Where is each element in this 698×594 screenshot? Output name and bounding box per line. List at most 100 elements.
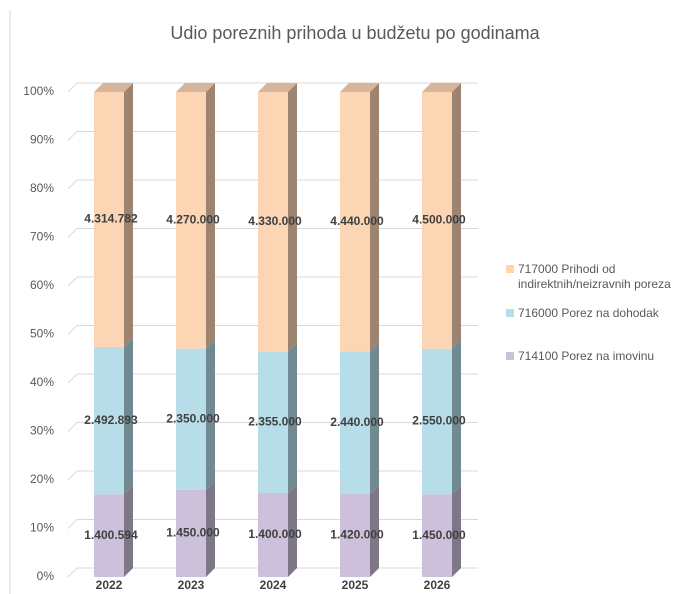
bar-segment <box>94 337 133 495</box>
bar-side <box>288 484 297 577</box>
bar-segment <box>176 83 215 349</box>
bar-front <box>258 92 288 352</box>
grid-line-depth <box>67 179 78 190</box>
bar-top <box>94 83 133 92</box>
bar-segment <box>176 339 215 490</box>
bar-top <box>176 83 215 92</box>
bar-segment <box>94 83 133 347</box>
data-label: 4.314.782 <box>84 212 138 226</box>
grid-line-depth <box>67 82 78 93</box>
data-label: 1.400.594 <box>84 528 138 542</box>
y-tick-label: 90% <box>30 133 54 147</box>
data-label: 1.420.000 <box>330 528 384 542</box>
x-tick-label: 2023 <box>178 578 205 592</box>
x-tick-label: 2022 <box>96 578 123 592</box>
legend-swatch <box>506 352 514 360</box>
y-tick-label: 70% <box>30 230 54 244</box>
bar-front <box>94 494 124 577</box>
y-tick-label: 40% <box>30 375 54 389</box>
data-label: 2.350.000 <box>166 411 220 425</box>
bar-side <box>124 83 133 347</box>
bar-side <box>124 337 133 495</box>
bar-front <box>422 348 452 495</box>
data-label: 4.270.000 <box>166 212 220 226</box>
data-label: 1.450.000 <box>166 526 220 540</box>
bar-front <box>94 92 124 347</box>
grid-line-depth <box>67 131 78 141</box>
data-label: 2.550.000 <box>412 414 466 428</box>
x-tick-label: 2025 <box>342 578 369 592</box>
data-label: 1.450.000 <box>412 528 466 542</box>
bar-top <box>258 83 297 92</box>
bar-front <box>94 346 124 495</box>
bar-top <box>422 83 461 92</box>
grid-line-depth <box>67 228 78 238</box>
y-tick-label: 50% <box>30 327 54 341</box>
bar-front <box>176 489 206 577</box>
bar-segment <box>94 485 133 577</box>
bar-front <box>258 351 288 494</box>
bar-side <box>370 342 379 495</box>
grid-line-depth <box>67 422 78 432</box>
y-tick-label: 100% <box>23 84 54 98</box>
bar-segment <box>422 83 461 349</box>
bar-segment <box>176 480 215 577</box>
bar-front <box>258 493 288 577</box>
bar-side <box>288 83 297 352</box>
bar-segment <box>340 83 379 352</box>
y-tick-label: 80% <box>30 181 54 195</box>
grid-line-depth <box>67 325 78 335</box>
chart-title: Udio poreznih prihoda u budžetu po godin… <box>170 23 540 43</box>
bar-front <box>422 92 452 349</box>
grid-line-depth <box>67 470 78 481</box>
bar-segment <box>258 83 297 352</box>
grid-line-depth <box>67 519 78 529</box>
legend-label: 717000 Prihodi od indirektnih/neizravnih… <box>518 262 671 291</box>
x-tick-label: 2024 <box>260 578 287 592</box>
y-tick-label: 20% <box>30 472 54 486</box>
y-tick-label: 60% <box>30 278 54 292</box>
bar-side <box>452 339 461 495</box>
legend-entry: 717000 Prihodi od indirektnih/neizravnih… <box>506 262 696 292</box>
bar-front <box>340 92 370 352</box>
bar-side <box>452 83 461 349</box>
data-label: 1.400.000 <box>248 527 302 541</box>
bar-side <box>206 339 215 490</box>
bar-segment <box>258 484 297 577</box>
x-tick-label: 2026 <box>424 578 451 592</box>
data-label: 4.440.000 <box>330 214 384 228</box>
bar-side <box>206 480 215 577</box>
data-label: 4.330.000 <box>248 214 302 228</box>
bar-front <box>422 494 452 577</box>
bar-front <box>340 494 370 577</box>
data-label: 4.500.000 <box>412 213 466 227</box>
bar-segment <box>422 485 461 577</box>
bar-side <box>206 83 215 349</box>
y-tick-label: 0% <box>37 569 55 583</box>
bar-front <box>176 92 206 349</box>
bar-front <box>340 351 370 495</box>
legend-swatch <box>506 309 514 317</box>
y-tick-label: 10% <box>30 521 54 535</box>
bar-side <box>452 485 461 577</box>
bar-segment <box>422 339 461 495</box>
legend-entry: 716000 Porez na dohodak <box>506 306 696 321</box>
grid-line-depth <box>67 276 78 287</box>
y-tick-label: 30% <box>30 424 54 438</box>
data-label: 2.355.000 <box>248 415 302 429</box>
bar-side <box>124 485 133 577</box>
data-label: 2.440.000 <box>330 415 384 429</box>
bar-segment <box>340 342 379 495</box>
legend-label: 714100 Porez na imovinu <box>518 349 655 363</box>
bar-segment <box>340 485 379 577</box>
bar-top <box>340 83 379 92</box>
data-label: 2.492.893 <box>84 413 138 427</box>
bar-side <box>288 342 297 494</box>
bar-front <box>176 348 206 490</box>
legend-swatch <box>506 265 514 273</box>
legend-label: 716000 Porez na dohodak <box>518 306 659 320</box>
legend-entry: 714100 Porez na imovinu <box>506 349 696 364</box>
bar-side <box>370 485 379 577</box>
